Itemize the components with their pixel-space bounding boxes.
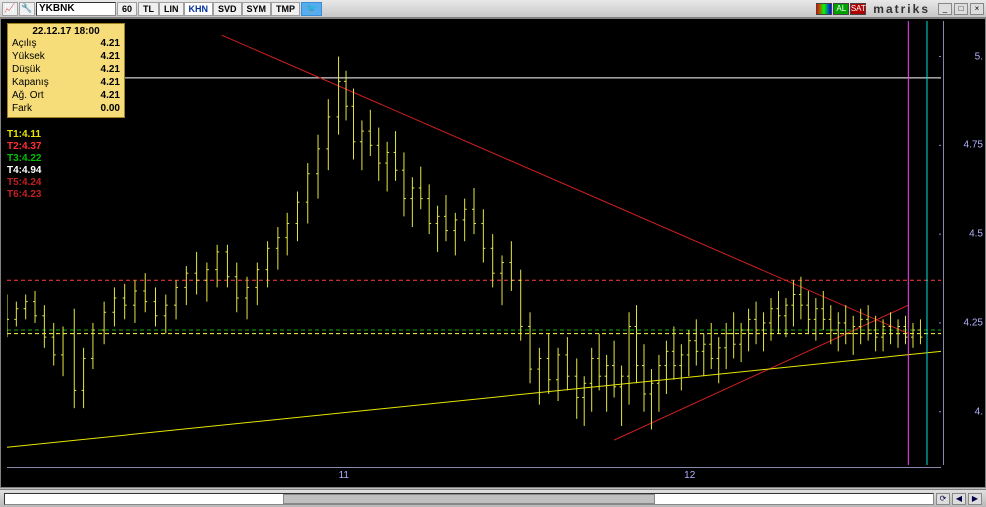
brand-label: matriks [867, 2, 936, 16]
t-level-list: T1:4.11T2:4.37T3:4.22T4:4.94T5:4.24T6:4.… [7, 129, 41, 201]
toolbar-seg-khn[interactable]: KHN [184, 2, 214, 16]
chart-area: 5. 4.75 4.5 4.25 4. 11 12 22.12.17 18:00 Açıl… [0, 18, 986, 488]
app-icon-2[interactable]: 🔧 [19, 2, 35, 16]
sat-button[interactable]: SAT [850, 3, 866, 15]
twitter-icon[interactable]: 🐦 [301, 2, 322, 16]
toolbar-seg-lin[interactable]: LIN [159, 2, 184, 16]
plot-region[interactable] [7, 21, 941, 465]
bottom-bar: ⟳ ◀ ▶ [0, 489, 986, 507]
scrollbar-thumb[interactable] [283, 494, 654, 504]
toolbar-seg-svd[interactable]: SVD [213, 2, 242, 16]
ohlc-datetime: 22.12.17 18:00 [12, 26, 120, 37]
x-axis: 11 12 [7, 467, 941, 487]
ohlc-row: Fark0.00 [12, 102, 120, 115]
al-button[interactable]: AL [833, 3, 849, 15]
y-tick-label: 4. [975, 406, 983, 417]
ohlc-row: Ağ. Ort4.21 [12, 89, 120, 102]
t-level-label: T1:4.11 [7, 129, 41, 141]
x-tick-label: 12 [684, 470, 695, 481]
horizontal-scrollbar[interactable] [4, 493, 934, 505]
y-axis: 5. 4.75 4.5 4.25 4. [943, 21, 985, 465]
ohlc-row: Düşük4.21 [12, 63, 120, 76]
toolbar-seg-tmp[interactable]: TMP [271, 2, 300, 16]
maximize-button[interactable]: □ [954, 3, 968, 15]
minimize-button[interactable]: _ [938, 3, 952, 15]
y-tick-label: 4.75 [964, 140, 983, 151]
y-tick-label: 4.5 [969, 229, 983, 240]
ticker-input[interactable] [36, 2, 116, 16]
scroll-left-icon[interactable]: ◀ [952, 493, 966, 505]
toolbar-seg-tl[interactable]: TL [138, 2, 159, 16]
timeframe-button[interactable]: 60 [117, 2, 137, 16]
palette-icon[interactable] [816, 3, 832, 15]
t-level-label: T2:4.37 [7, 141, 41, 153]
toolbar-seg-sym[interactable]: SYM [242, 2, 272, 16]
ohlc-row: Açılış4.21 [12, 37, 120, 50]
close-button[interactable]: × [970, 3, 984, 15]
t-level-label: T4:4.94 [7, 165, 41, 177]
main-toolbar: 📈 🔧 60 TLLINKHNSVDSYMTMP 🐦 AL SAT matrik… [0, 0, 986, 18]
app-icon-1[interactable]: 📈 [2, 2, 18, 16]
refresh-icon[interactable]: ⟳ [936, 493, 950, 505]
ohlc-row: Yüksek4.21 [12, 50, 120, 63]
scroll-right-icon[interactable]: ▶ [968, 493, 982, 505]
t-level-label: T6:4.23 [7, 189, 41, 201]
y-tick-label: 4.25 [964, 317, 983, 328]
x-tick-label: 11 [339, 470, 349, 481]
ohlc-row: Kapanış4.21 [12, 76, 120, 89]
y-tick-label: 5. [975, 51, 983, 62]
ohlc-panel: 22.12.17 18:00 Açılış4.21Yüksek4.21Düşük… [7, 23, 125, 118]
price-chart-svg [7, 21, 941, 465]
t-level-label: T5:4.24 [7, 177, 41, 189]
t-level-label: T3:4.22 [7, 153, 41, 165]
